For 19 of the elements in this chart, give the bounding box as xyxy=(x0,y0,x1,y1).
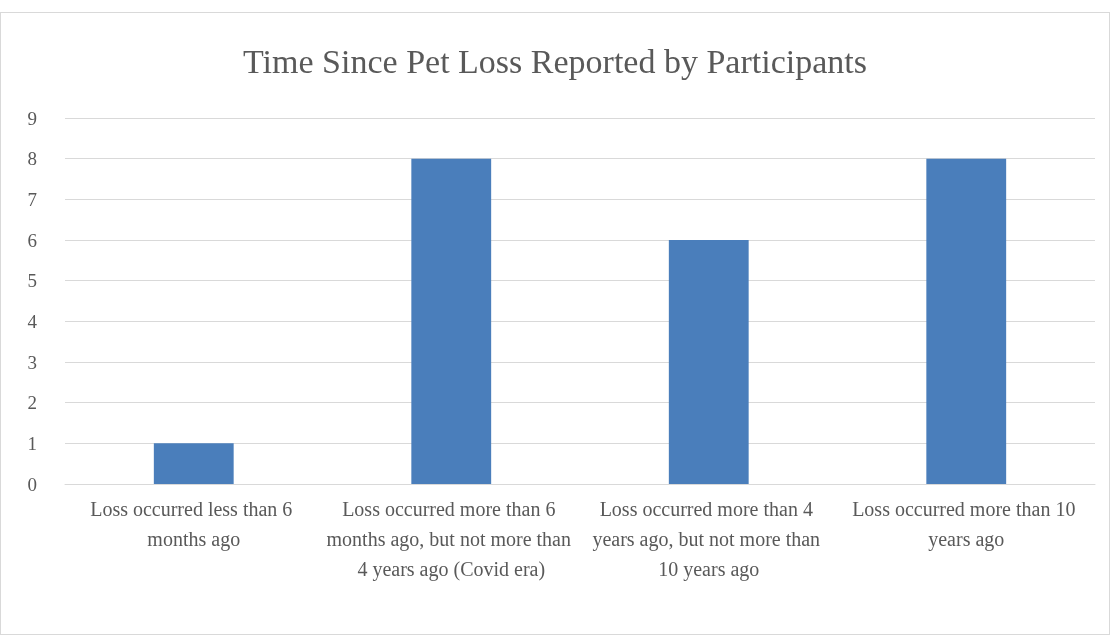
y-tick-label: 2 xyxy=(27,392,37,414)
bar xyxy=(153,443,234,484)
y-tick-label: 8 xyxy=(27,148,37,170)
y-tick-label: 4 xyxy=(27,310,38,332)
bar xyxy=(411,158,492,484)
bar xyxy=(926,158,1007,484)
y-tick-label: 7 xyxy=(27,188,37,210)
x-tick-label: Loss occurred more than 10 years ago xyxy=(852,498,1081,551)
bar xyxy=(668,240,749,484)
y-tick-label: 3 xyxy=(27,351,37,373)
x-tick-label: Loss occurred more than 4 years ago, but not more than 10 years ago xyxy=(592,498,826,581)
y-tick-label: 0 xyxy=(27,473,37,495)
y-tick-label: 5 xyxy=(27,270,37,292)
x-tick-label: Loss occurred less than 6 months ago xyxy=(90,498,298,551)
y-tick-label: 9 xyxy=(27,107,37,129)
chart-title: Time Since Pet Loss Reported by Participants xyxy=(243,42,867,80)
x-tick-label: Loss occurred more than 6 months ago, but not more than 4 years ago (Covid era) xyxy=(326,498,576,581)
y-tick-label: 1 xyxy=(27,432,37,454)
y-tick-label: 6 xyxy=(27,229,37,251)
